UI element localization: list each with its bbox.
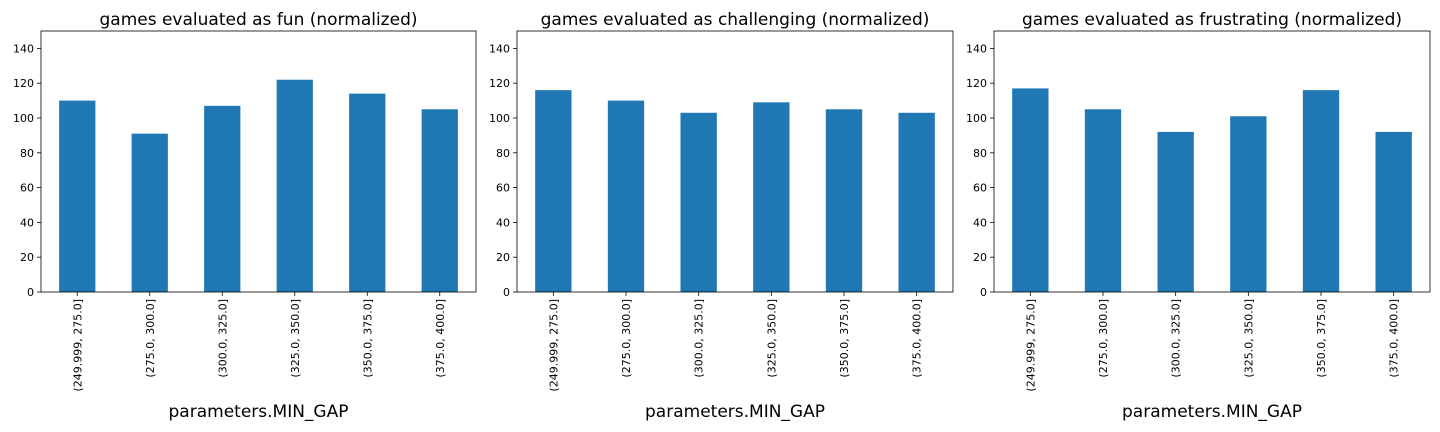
chart-title: games evaluated as challenging (normaliz…: [541, 10, 930, 30]
y-tick-label: 60: [973, 182, 987, 195]
x-axis-label: parameters.MIN_GAP: [1122, 402, 1302, 422]
y-tick-label: 80: [20, 147, 34, 160]
chart-panel-3: games evaluated as frustrating (normaliz…: [966, 10, 1431, 422]
plot-frame: [993, 30, 1431, 293]
bar-6: [898, 112, 935, 292]
x-tick-label: (375.0, 400.0]: [1388, 299, 1401, 378]
x-tick-label: (325.0, 350.0]: [765, 299, 778, 378]
bar-6: [421, 109, 458, 292]
bar-4: [276, 79, 313, 292]
y-tick-label: 100: [966, 112, 987, 125]
x-tick-label: (375.0, 400.0]: [911, 299, 924, 378]
y-tick-label: 40: [496, 216, 510, 229]
chart-panel-1: games evaluated as fun (normalized) 0 20 40…: [13, 10, 477, 422]
y-tick-label: 140: [966, 42, 987, 55]
chart-title: games evaluated as frustrating (normaliz…: [1022, 10, 1402, 30]
y-tick-label: 60: [496, 182, 510, 195]
y-tick-label: 80: [496, 147, 510, 160]
y-tick-label: 0: [980, 286, 987, 299]
x-tick-label: (325.0, 350.0]: [1242, 299, 1255, 378]
x-tick-label: (375.0, 400.0]: [434, 299, 447, 378]
bar-3: [680, 112, 717, 292]
bar-2: [607, 100, 645, 292]
bar-2: [131, 133, 168, 292]
bar-3: [1157, 131, 1194, 292]
y-tick-label: 140: [489, 42, 510, 55]
plot-frame: [516, 30, 954, 293]
bar-1: [1012, 88, 1049, 292]
bar-1: [59, 100, 96, 292]
y-tick-label: 40: [973, 216, 987, 229]
bar-4: [753, 102, 790, 292]
x-tick-label: (350.0, 375.0]: [838, 299, 851, 378]
x-tick-label: (300.0, 325.0]: [1170, 299, 1183, 378]
y-tick-label: 60: [20, 182, 34, 195]
y-tick-label: 120: [13, 77, 34, 90]
y-tick-label: 120: [966, 77, 987, 90]
y-tick-label: 140: [13, 42, 34, 55]
chart-panel-2: games evaluated as challenging (normaliz…: [489, 10, 954, 422]
y-tick-label: 0: [27, 286, 34, 299]
y-tick-label: 40: [20, 216, 34, 229]
chart-title: games evaluated as fun (normalized): [99, 10, 417, 30]
x-tick-label: (275.0, 300.0]: [620, 299, 633, 378]
y-tick-label: 100: [13, 112, 34, 125]
y-tick-label: 0: [503, 286, 510, 299]
y-tick-label: 20: [973, 251, 987, 264]
x-tick-label: (275.0, 300.0]: [1097, 299, 1110, 378]
y-tick-label: 100: [489, 112, 510, 125]
y-tick-label: 20: [496, 251, 510, 264]
y-tick-label: 80: [973, 147, 987, 160]
bar-5: [349, 93, 386, 292]
x-tick-label: (300.0, 325.0]: [216, 299, 229, 378]
y-tick-label: 120: [489, 77, 510, 90]
x-tick-label: (350.0, 375.0]: [1315, 299, 1328, 378]
x-tick-label: (249.999, 275.0]: [1024, 299, 1037, 392]
bar-4: [1230, 116, 1267, 292]
x-tick-label: (350.0, 375.0]: [361, 299, 374, 378]
x-axis-label: parameters.MIN_GAP: [645, 402, 825, 422]
x-tick-label: (325.0, 350.0]: [289, 299, 302, 378]
plot-frame: [40, 30, 477, 293]
x-tick-label: (249.999, 275.0]: [71, 299, 84, 392]
x-tick-label: (249.999, 275.0]: [547, 299, 560, 392]
bar-6: [1375, 131, 1412, 292]
bar-5: [1302, 90, 1340, 292]
bar-3: [204, 105, 241, 292]
bar-2: [1084, 109, 1122, 292]
y-tick-label: 20: [20, 251, 34, 264]
bar-1: [535, 90, 572, 292]
bar-5: [825, 109, 863, 292]
x-axis-label: parameters.MIN_GAP: [169, 402, 349, 422]
x-tick-label: (275.0, 300.0]: [144, 299, 157, 378]
x-tick-label: (300.0, 325.0]: [693, 299, 706, 378]
